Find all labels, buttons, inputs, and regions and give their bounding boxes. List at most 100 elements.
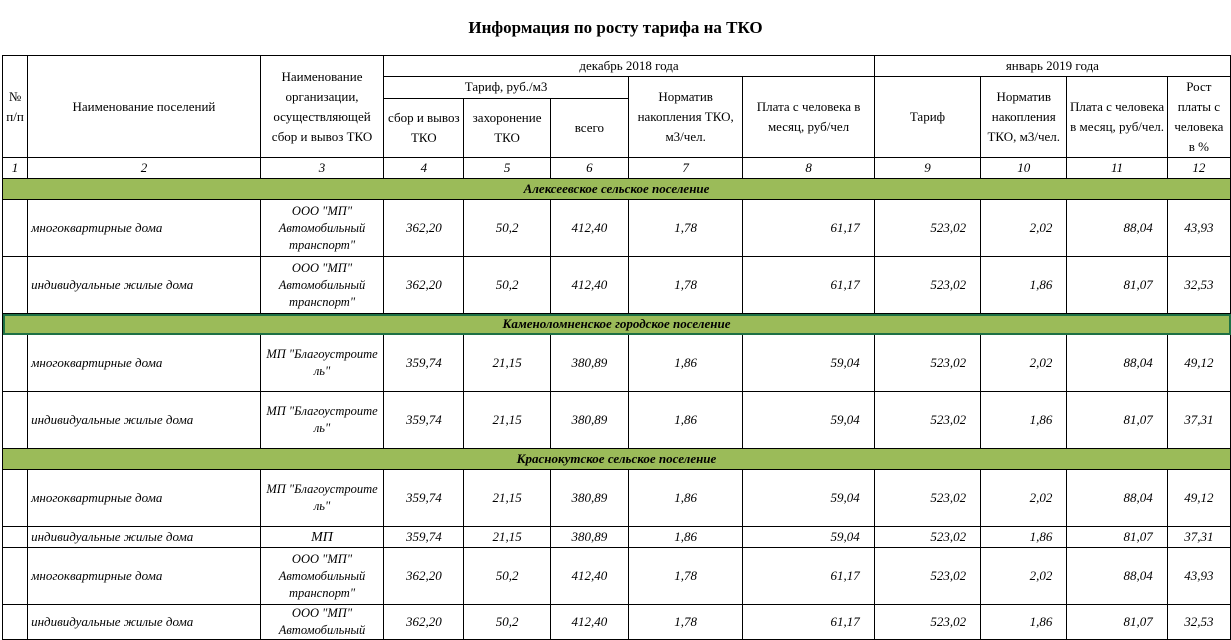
norm-jan-cell[interactable]: 1,86 [980, 526, 1068, 548]
total-cell[interactable]: 380,89 [549, 391, 629, 449]
column-number-cell[interactable]: 8 [742, 157, 875, 179]
housing-type-cell[interactable]: индивидуальные жилые дома [27, 526, 261, 548]
norm-jan-cell[interactable]: 2,02 [980, 469, 1068, 527]
pay-dec-cell[interactable]: 59,04 [742, 334, 875, 392]
row-number-cell[interactable] [1, 334, 29, 392]
column-number-cell[interactable]: 7 [627, 157, 744, 179]
norm-jan-cell[interactable]: 1,86 [980, 391, 1068, 449]
pay-dec-cell[interactable]: 61,17 [742, 547, 875, 605]
tariff-jan-cell[interactable]: 523,02 [873, 256, 982, 314]
housing-type-cell[interactable]: многоквартирные дома [27, 199, 261, 257]
total-cell[interactable]: 380,89 [549, 469, 629, 527]
column-number-cell[interactable]: 5 [463, 157, 551, 179]
collect-cell[interactable]: 359,74 [383, 334, 465, 392]
norm-jan-cell[interactable]: 1,86 [980, 604, 1068, 640]
header-pay-dec[interactable]: Плата с человека в месяц, руб/чел [742, 76, 875, 158]
header-pay-jan[interactable]: Плата с человека в месяц, руб/чел. [1066, 76, 1168, 158]
row-number-cell[interactable] [1, 256, 29, 314]
total-cell[interactable]: 412,40 [549, 199, 629, 257]
header-period-jan[interactable]: январь 2019 года [873, 55, 1231, 77]
header-norm-jan[interactable]: Норматив накопления ТКО, м3/чел. [980, 76, 1068, 158]
tariff-jan-cell[interactable]: 523,02 [873, 391, 982, 449]
norm-dec-cell[interactable]: 1,78 [627, 199, 744, 257]
growth-cell[interactable]: 37,31 [1166, 391, 1231, 449]
pay-jan-cell[interactable]: 81,07 [1066, 256, 1168, 314]
header-col-org[interactable]: Наименование организации, осуществляющей… [259, 55, 385, 158]
column-number-cell[interactable]: 12 [1166, 157, 1231, 179]
growth-cell[interactable]: 37,31 [1166, 526, 1231, 548]
collect-cell[interactable]: 359,74 [383, 391, 465, 449]
pay-dec-cell[interactable]: 61,17 [742, 604, 875, 640]
housing-type-cell[interactable]: многоквартирные дома [27, 469, 261, 527]
collect-cell[interactable]: 362,20 [383, 256, 465, 314]
norm-dec-cell[interactable]: 1,78 [627, 256, 744, 314]
row-number-cell[interactable] [1, 547, 29, 605]
organization-cell[interactable]: ООО "МП" Автомобильный транспорт" [259, 199, 385, 257]
norm-dec-cell[interactable]: 1,86 [627, 526, 744, 548]
column-number-cell[interactable]: 11 [1066, 157, 1168, 179]
row-number-cell[interactable] [1, 604, 29, 640]
total-cell[interactable]: 380,89 [549, 526, 629, 548]
collect-cell[interactable]: 362,20 [383, 604, 465, 640]
tariff-jan-cell[interactable]: 523,02 [873, 526, 982, 548]
disposal-cell[interactable]: 21,15 [463, 469, 551, 527]
collect-cell[interactable]: 359,74 [383, 469, 465, 527]
organization-cell[interactable]: МП "Благоустроите ль" [259, 334, 385, 392]
group-name[interactable]: Алексеевское сельское поселение [2, 178, 1231, 200]
housing-type-cell[interactable]: индивидуальные жилые дома [27, 604, 261, 640]
growth-cell[interactable]: 43,93 [1166, 199, 1231, 257]
pay-dec-cell[interactable]: 61,17 [742, 256, 875, 314]
tariff-jan-cell[interactable]: 523,02 [873, 604, 982, 640]
total-cell[interactable]: 412,40 [549, 256, 629, 314]
pay-dec-cell[interactable]: 59,04 [742, 469, 875, 527]
growth-cell[interactable]: 43,93 [1166, 547, 1231, 605]
collect-cell[interactable]: 362,20 [383, 199, 465, 257]
organization-cell[interactable]: ООО "МП" Автомобильный транспорт" [259, 547, 385, 605]
pay-jan-cell[interactable]: 81,07 [1066, 526, 1168, 548]
organization-cell[interactable]: ООО "МП" Автомобильный [259, 604, 385, 640]
column-number-cell[interactable]: 3 [259, 157, 385, 179]
pay-dec-cell[interactable]: 59,04 [742, 526, 875, 548]
header-norm-dec[interactable]: Норматив накопления ТКО, м3/чел. [627, 76, 744, 158]
norm-dec-cell[interactable]: 1,78 [627, 604, 744, 640]
collect-cell[interactable]: 359,74 [383, 526, 465, 548]
collect-cell[interactable]: 362,20 [383, 547, 465, 605]
organization-cell[interactable]: МП "Благоустроите ль" [259, 469, 385, 527]
disposal-cell[interactable]: 50,2 [463, 256, 551, 314]
header-growth[interactable]: Рост платы с человека в % [1166, 76, 1231, 158]
header-total[interactable]: всего [549, 97, 629, 159]
header-period-dec[interactable]: декабрь 2018 года [383, 55, 875, 77]
growth-cell[interactable]: 32,53 [1166, 604, 1231, 640]
disposal-cell[interactable]: 21,15 [463, 391, 551, 449]
column-number-cell[interactable]: 2 [27, 157, 261, 179]
norm-dec-cell[interactable]: 1,86 [627, 334, 744, 392]
housing-type-cell[interactable]: индивидуальные жилые дома [27, 391, 261, 449]
housing-type-cell[interactable]: многоквартирные дома [27, 334, 261, 392]
organization-cell[interactable]: ООО "МП" Автомобильный транспорт" [259, 256, 385, 314]
disposal-cell[interactable]: 21,15 [463, 526, 551, 548]
growth-cell[interactable]: 32,53 [1166, 256, 1231, 314]
pay-dec-cell[interactable]: 61,17 [742, 199, 875, 257]
total-cell[interactable]: 380,89 [549, 334, 629, 392]
row-number-cell[interactable] [1, 391, 29, 449]
header-tariff-jan[interactable]: Тариф [873, 76, 982, 158]
organization-cell[interactable]: МП "Благоустроите ль" [259, 391, 385, 449]
norm-jan-cell[interactable]: 2,02 [980, 334, 1068, 392]
total-cell[interactable]: 412,40 [549, 604, 629, 640]
tariff-jan-cell[interactable]: 523,02 [873, 469, 982, 527]
pay-jan-cell[interactable]: 88,04 [1066, 547, 1168, 605]
tariff-jan-cell[interactable]: 523,02 [873, 199, 982, 257]
norm-jan-cell[interactable]: 2,02 [980, 547, 1068, 605]
column-number-cell[interactable]: 4 [383, 157, 465, 179]
disposal-cell[interactable]: 21,15 [463, 334, 551, 392]
header-tariff-group[interactable]: Тариф, руб./м3 [383, 76, 629, 99]
header-col-settlement[interactable]: Наименование поселений [27, 55, 261, 158]
housing-type-cell[interactable]: индивидуальные жилые дома [27, 256, 261, 314]
pay-jan-cell[interactable]: 81,07 [1066, 604, 1168, 640]
column-number-cell[interactable]: 9 [873, 157, 982, 179]
norm-jan-cell[interactable]: 1,86 [980, 256, 1068, 314]
header-disposal[interactable]: захоронение ТКО [463, 97, 551, 159]
column-number-cell[interactable]: 10 [980, 157, 1068, 179]
disposal-cell[interactable]: 50,2 [463, 199, 551, 257]
norm-dec-cell[interactable]: 1,78 [627, 547, 744, 605]
